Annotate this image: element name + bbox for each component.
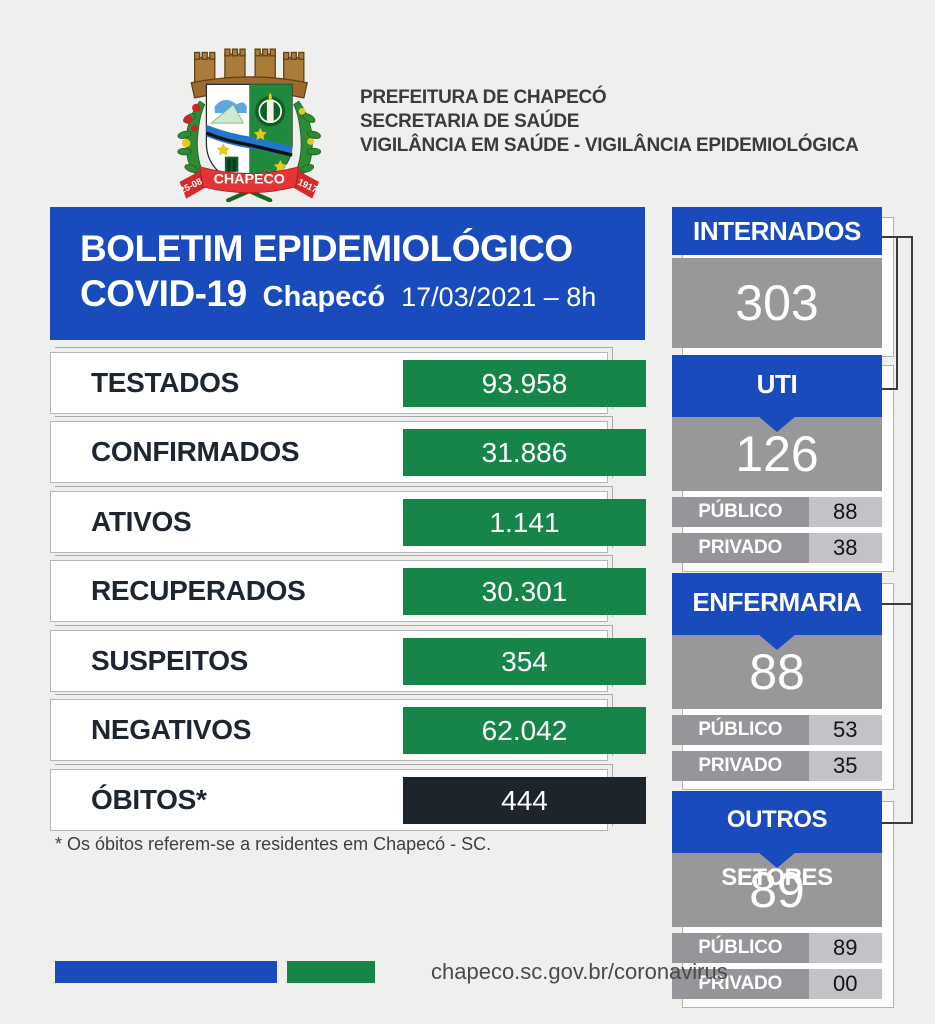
title-banner: BOLETIM EPIDEMIOLÓGICO COVID-19 Chapecó …	[50, 207, 645, 340]
stat-value: 31.886	[403, 429, 646, 476]
org-line-1: PREFEITURA DE CHAPECÓ	[360, 87, 607, 108]
bulletin-city: Chapecó	[262, 281, 386, 313]
chapeco-coat-of-arms-icon: CHAPECO 25-08 1917	[177, 48, 322, 202]
stat-label: ATIVOS	[91, 506, 192, 537]
card-title: INTERNADOS	[672, 207, 882, 255]
card-title: ENFERMARIA	[672, 573, 882, 635]
stat-label: CONFIRMADOS	[91, 436, 300, 467]
coronavirus-website-link[interactable]: chapeco.sc.gov.br/coronavirus	[431, 959, 728, 984]
bracket-line	[911, 236, 913, 824]
card-total: 126	[672, 417, 882, 491]
card-enfermaria: ENFERMARIA 88 PÚBLICO 53 PRIVADO 35	[672, 573, 894, 790]
breakdown-value: 38	[808, 533, 882, 563]
stat-row-suspeitos: SUSPEITOS 354	[50, 625, 646, 692]
stat-value: 62.042	[403, 707, 646, 754]
card-outros-setores: OUTROS SETORES 89 PÚBLICO 89 PRIVADO 00	[672, 791, 894, 1008]
arrow-down-pointer	[758, 852, 796, 868]
org-line-3: VIGILÂNCIA EM SAÚDE - VIGILÂNCIA EPIDEMI…	[360, 135, 859, 156]
stat-label: TESTADOS	[91, 367, 239, 398]
breakdown-row-publico: PÚBLICO 88	[672, 497, 882, 527]
breakdown-value: 35	[808, 751, 882, 781]
breakdown-label: PÚBLICO	[672, 715, 809, 745]
stat-label: ÓBITOS*	[91, 784, 207, 815]
org-line-2: SECRETARIA DE SAÚDE	[360, 111, 580, 132]
breakdown-value: 00	[808, 969, 882, 999]
footer-green-bar	[287, 961, 375, 983]
arrow-down-pointer	[758, 634, 796, 650]
bracket-line	[882, 388, 898, 390]
arrow-down-pointer	[758, 416, 796, 432]
bracket-line	[882, 603, 913, 605]
breakdown-value: 88	[808, 497, 882, 527]
breakdown-value: 89	[808, 933, 882, 963]
bulletin-datetime: 17/03/2021 – 8h	[401, 282, 597, 312]
breakdown-row-publico: PÚBLICO 89	[672, 933, 882, 963]
stat-value: 354	[403, 638, 646, 685]
stat-row-ativos: ATIVOS 1.141	[50, 486, 646, 553]
stat-label: SUSPEITOS	[91, 645, 249, 676]
stat-label: NEGATIVOS	[91, 714, 252, 745]
card-internados: INTERNADOS 303	[672, 207, 894, 357]
stat-row-testados: TESTADOS 93.958	[50, 347, 646, 414]
breakdown-label: PRIVADO	[672, 533, 809, 563]
stat-value: 444	[403, 777, 646, 824]
bulletin-title: BOLETIM EPIDEMIOLÓGICO	[80, 228, 573, 269]
breakdown-label: PÚBLICO	[672, 497, 809, 527]
stat-value: 93.958	[403, 360, 646, 407]
footer-blue-bar	[55, 961, 277, 983]
breakdown-row-privado: PRIVADO 00	[672, 969, 882, 999]
stat-value: 30.301	[403, 568, 646, 615]
bracket-line	[882, 822, 913, 824]
bracket-line	[896, 236, 898, 390]
stat-value: 1.141	[403, 499, 646, 546]
stat-row-negativos: NEGATIVOS 62.042	[50, 694, 646, 761]
logo-city-text: CHAPECO	[214, 172, 285, 188]
deaths-footnote: * Os óbitos referem-se a residentes em C…	[55, 834, 492, 854]
breakdown-row-privado: PRIVADO 38	[672, 533, 882, 563]
stat-row-obitos: ÓBITOS* 444	[50, 764, 646, 831]
card-total: 303	[672, 258, 882, 348]
stat-label: RECUPERADOS	[91, 575, 306, 606]
breakdown-label: PÚBLICO	[672, 933, 809, 963]
breakdown-label: PRIVADO	[672, 751, 809, 781]
breakdown-row-privado: PRIVADO 35	[672, 751, 882, 781]
breakdown-row-publico: PÚBLICO 53	[672, 715, 882, 745]
bulletin-subtitle: COVID-19	[80, 273, 247, 314]
org-header: PREFEITURA DE CHAPECÓ SECRETARIA DE SAÚD…	[360, 86, 859, 158]
stat-row-confirmados: CONFIRMADOS 31.886	[50, 416, 646, 483]
card-title: OUTROS SETORES	[672, 791, 882, 891]
breakdown-value: 53	[808, 715, 882, 745]
stat-row-recuperados: RECUPERADOS 30.301	[50, 555, 646, 622]
card-title: UTI	[672, 355, 882, 417]
breakdown-label: PRIVADO	[672, 969, 809, 999]
card-uti: UTI 126 PÚBLICO 88 PRIVADO 38	[672, 355, 894, 572]
